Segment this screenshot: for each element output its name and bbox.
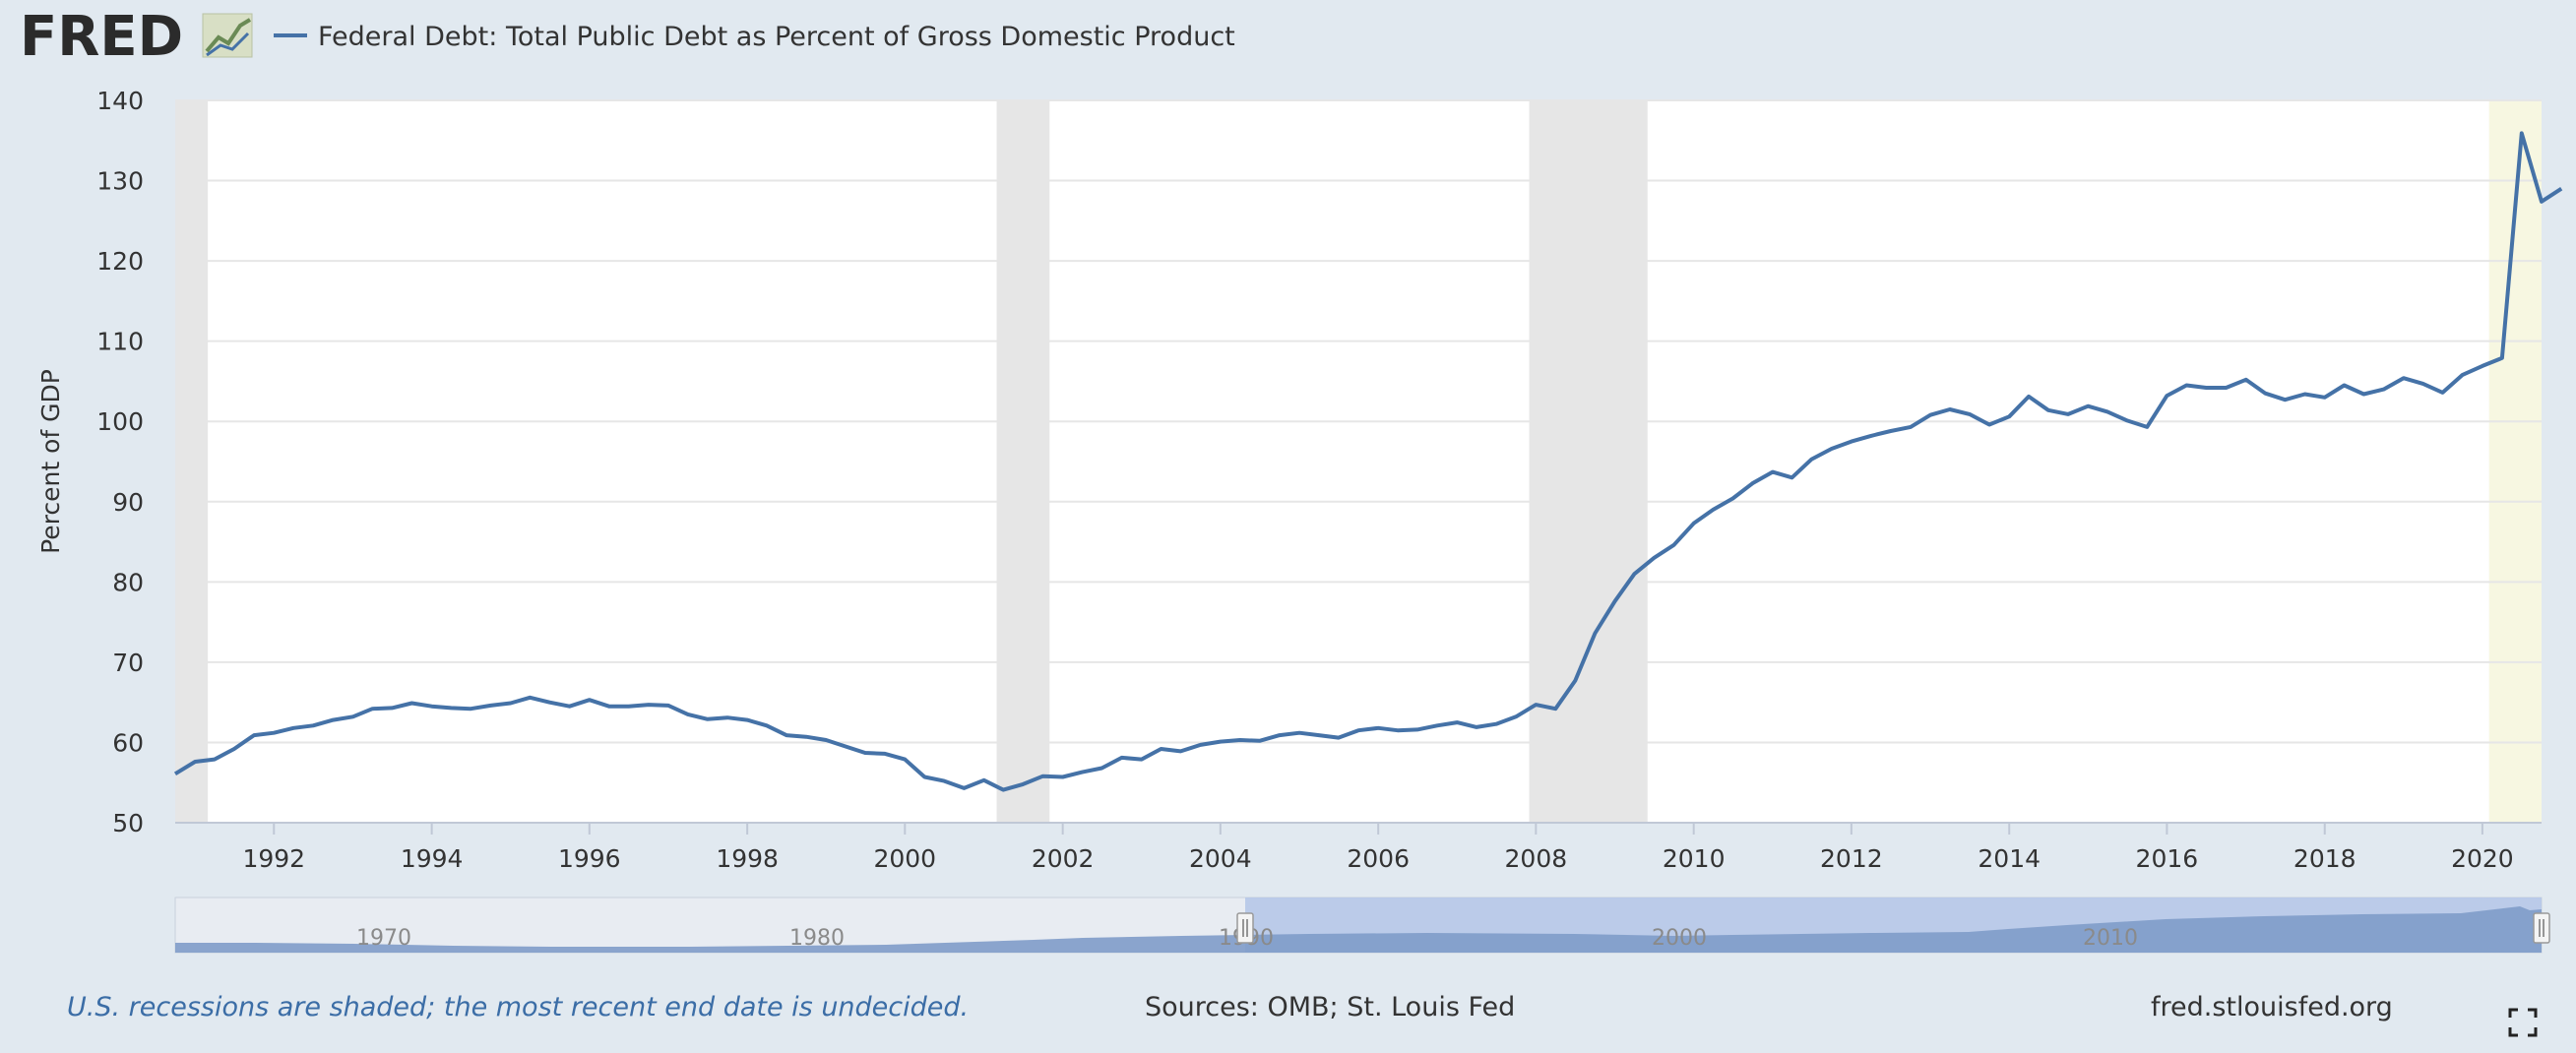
x-tick-label: 1994 [401, 844, 464, 873]
site-link[interactable]: fred.stlouisfed.org [2151, 992, 2393, 1022]
x-tick-label: 2006 [1347, 844, 1410, 873]
y-axis-title: Percent of GDP [36, 369, 65, 554]
plot-background [175, 100, 2542, 823]
logo-wordmark: FRED [20, 5, 183, 69]
navigator-year-labels: 19701980199020002010 [356, 926, 2138, 951]
x-tick-label: 1996 [558, 844, 621, 873]
x-tick-label: 2008 [1505, 844, 1568, 873]
y-tick-label: 140 [96, 87, 144, 115]
y-tick-label: 50 [112, 809, 144, 837]
x-tick-label: 2010 [1663, 844, 1726, 873]
recession-band [1529, 100, 1648, 823]
navigator-year-label: 2000 [1652, 926, 1707, 951]
series-legend[interactable]: Federal Debt: Total Public Debt as Perce… [274, 22, 1235, 52]
navigator-year-label: 1980 [789, 926, 845, 951]
series-line [173, 131, 2563, 792]
y-axis-tick-labels: 50 60 70 80 90 100 110 120 130 140 [96, 87, 144, 837]
x-tick-label: 1992 [242, 844, 305, 873]
x-axis-tick-labels: 1992 1994 1996 1998 2000 2002 2004 2006 2008 2010… [242, 844, 2513, 873]
y-tick-label: 70 [112, 649, 144, 677]
x-tick-label: 2018 [2293, 844, 2356, 873]
x-tick-label: 2014 [1978, 844, 2041, 873]
x-tick-label: 2012 [1820, 844, 1883, 873]
plot-area[interactable] [173, 99, 2563, 835]
y-tick-label: 110 [96, 328, 144, 356]
y-tick-label: 80 [112, 568, 144, 596]
x-tick-marks [273, 823, 2483, 835]
recession-bands [175, 100, 2542, 823]
fred-logo[interactable]: FRED [20, 5, 253, 69]
range-navigator[interactable]: 19701980199020002010 [174, 897, 2550, 954]
x-tick-label: 2002 [1032, 844, 1095, 873]
recession-band [996, 100, 1050, 823]
y-tick-label: 130 [96, 167, 144, 196]
x-tick-label: 2020 [2451, 844, 2514, 873]
y-tick-label: 60 [112, 728, 144, 757]
gridlines [175, 99, 2542, 744]
x-tick-label: 2004 [1189, 844, 1252, 873]
line-graph-icon [202, 13, 253, 58]
navigator-left-handle[interactable] [1236, 912, 1254, 944]
sources-text: Sources: OMB; St. Louis Fed [1145, 992, 1515, 1022]
y-tick-label: 120 [96, 247, 144, 276]
fullscreen-icon[interactable] [2508, 1008, 2538, 1037]
x-tick-label: 1998 [716, 844, 779, 873]
y-tick-label: 100 [96, 407, 144, 436]
y-tick-label: 90 [112, 488, 144, 517]
navigator-year-label: 2010 [2083, 926, 2138, 951]
series-title: Federal Debt: Total Public Debt as Perce… [318, 22, 1235, 52]
navigator-series-area [175, 906, 2542, 953]
recession-band [175, 100, 209, 823]
recession-note: U.S. recessions are shaded; the most rec… [67, 992, 969, 1022]
navigator-right-handle[interactable] [2533, 912, 2550, 944]
x-tick-label: 2000 [873, 844, 936, 873]
x-tick-label: 2016 [2136, 844, 2199, 873]
navigator-year-label: 1970 [356, 926, 411, 951]
